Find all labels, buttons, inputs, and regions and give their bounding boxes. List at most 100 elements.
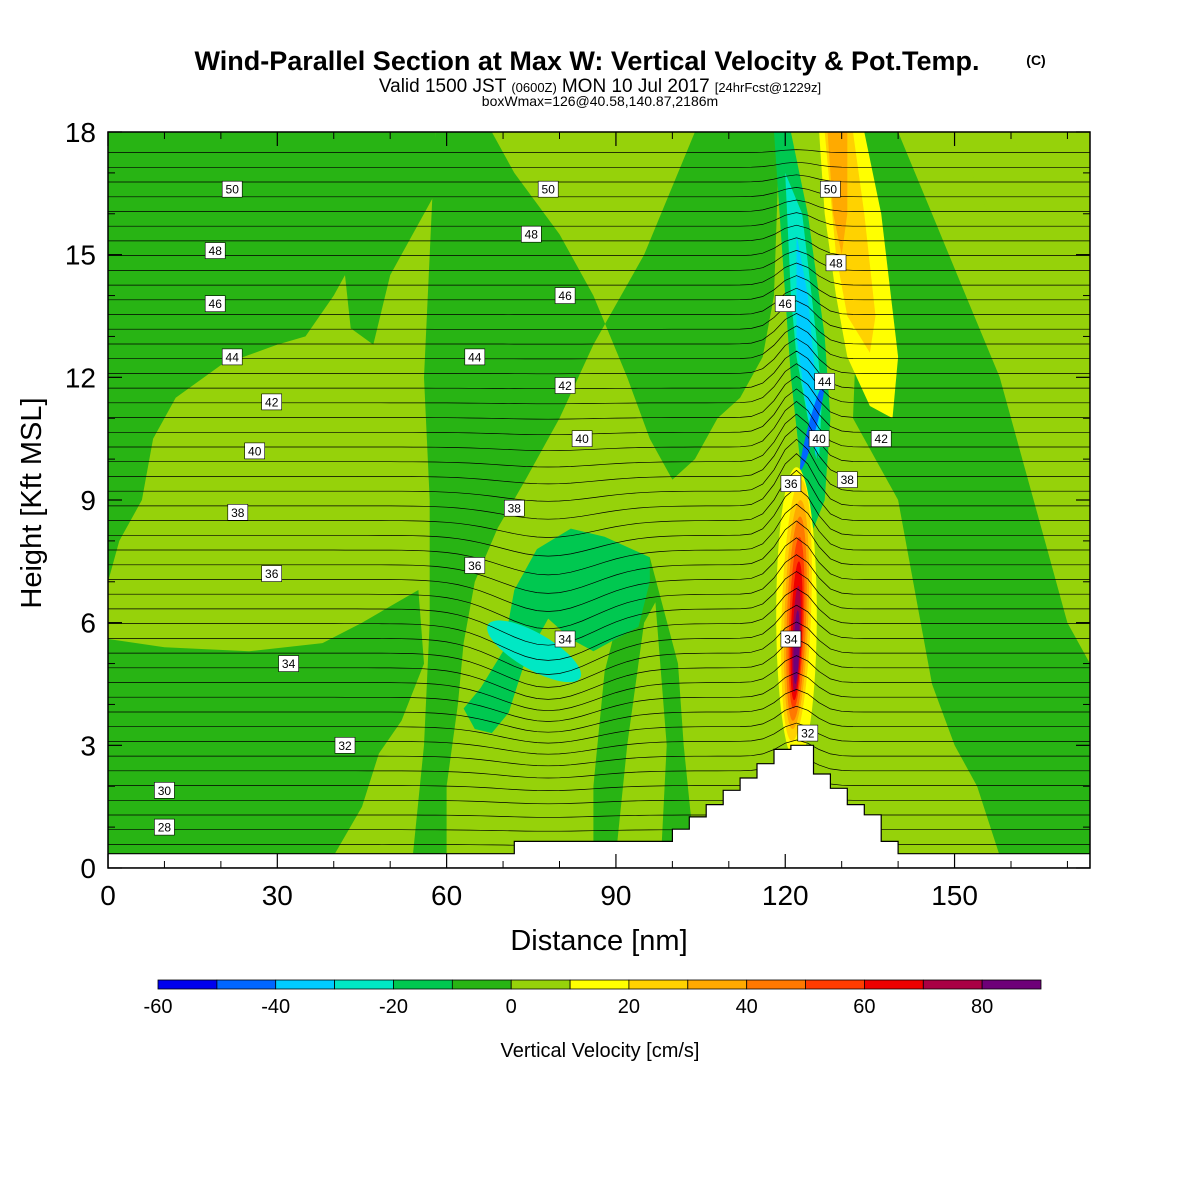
isentrope-label-text: 50 (542, 183, 556, 197)
isentrope-label-text: 34 (784, 633, 798, 647)
isentrope-line (108, 722, 1090, 755)
isentrope-line (108, 469, 1090, 538)
isentrope-label-box (221, 180, 243, 198)
isentrope-label-box (244, 442, 265, 460)
colorbar-swatch (157, 979, 218, 990)
isentrope-label-box (261, 565, 283, 582)
forecast-info: [24hrFcst@1229z] (715, 80, 821, 95)
isentrope-line (108, 621, 1090, 688)
isentrope-label-text: 36 (468, 559, 482, 573)
isentrope-line (108, 807, 1090, 818)
isentrope-line (108, 689, 1090, 733)
isentrope-label: 36 (464, 557, 486, 574)
isentrope-line (108, 672, 1090, 722)
x-tick-label: 90 (600, 880, 631, 911)
colorbar-swatch (510, 979, 571, 990)
isentrope-label-text: 46 (558, 289, 572, 303)
isentrope-label-box (204, 242, 226, 259)
terrain (108, 744, 1090, 868)
x-tick-label: 0 (100, 880, 116, 911)
isentrope-label-box (554, 377, 576, 394)
isentrope-line (108, 823, 1090, 832)
chart-subtitle: Valid 1500 JST (0600Z) MON 10 Jul 2017 [24h… (379, 76, 821, 97)
isentrope-label-text: 34 (558, 633, 572, 647)
isentrope-line (108, 604, 1090, 675)
isentrope-label: 50 (820, 180, 841, 198)
colorbar-swatch (922, 979, 983, 990)
isentrope-label-box (808, 430, 830, 448)
vv-weak-down-lower-left (108, 590, 424, 856)
y-tick-label: 3 (80, 730, 96, 761)
isentrope-line (108, 401, 1090, 452)
isentrope-label-text: 32 (801, 727, 815, 741)
colorbar-swatch (393, 979, 453, 990)
isentrope-label: 42 (261, 393, 283, 411)
isentrope-label-box (334, 736, 356, 754)
valid-date: MON 10 Jul 2017 (562, 76, 710, 97)
y-axis-title: Height [Kft MSL] (16, 397, 48, 608)
isentrope-line (108, 313, 1090, 345)
isentrope-label-text: 36 (784, 477, 798, 491)
isentrope-line (108, 262, 1090, 286)
isentrope-label-box (278, 655, 299, 672)
x-axis-title: Distance [nm] (510, 925, 687, 957)
isentrope-label-text: 36 (265, 567, 279, 581)
isentrope-label-box (464, 348, 486, 366)
isentrope-line (108, 300, 1090, 330)
contour-labels: 28 30 32 34 36 38 40 42 44 46 48 50 50 48 46 44 42 40 38 36… (154, 180, 892, 836)
isentrope-line (108, 571, 1090, 646)
isentrope-line (108, 287, 1090, 315)
isentrope-line (108, 199, 1090, 212)
isentrope-label-text: 42 (558, 379, 572, 393)
isentrope-label: 34 (278, 655, 299, 672)
isentrope-line (108, 638, 1090, 700)
isentrope-label-box (814, 373, 836, 390)
isentrope-label: 42 (554, 377, 576, 394)
isentrope-label-text: 32 (338, 739, 352, 753)
isentrope-line (108, 275, 1090, 301)
colorbar-swatch (805, 979, 865, 990)
isentrope-line (108, 587, 1090, 661)
isentrope-label-text: 38 (841, 473, 855, 487)
colorbar-tick-label: -20 (379, 996, 408, 1018)
isentrope-line (108, 554, 1090, 630)
isentrope-label-text: 46 (209, 297, 223, 311)
isentrope-label-box (870, 430, 892, 448)
isentrope-label: 48 (204, 242, 226, 259)
y-tick-label: 9 (80, 485, 96, 516)
x-tick-label: 150 (931, 880, 978, 911)
colorbar-tick-label: -40 (261, 996, 290, 1018)
isentrope-label-text: 44 (468, 350, 482, 364)
isentrope-line (108, 224, 1090, 242)
isentrope-label-box (503, 499, 525, 517)
isentrope-label-box (780, 630, 802, 648)
colorbar-swatch (628, 979, 689, 990)
isentrope-label-box (464, 557, 486, 574)
isentrope-label-text: 44 (818, 375, 832, 389)
vv-weak-up-upper-right (954, 132, 1090, 541)
isentrope-line (108, 756, 1090, 779)
colorbar-tick-label: 0 (506, 996, 517, 1018)
isentrope-label: 48 (520, 225, 542, 243)
valid-time: Valid 1500 JST (379, 76, 507, 97)
isentrope-label: 42 (870, 430, 892, 448)
isentrope-label: 36 (261, 565, 283, 582)
isentrope-label: 40 (571, 430, 593, 448)
isentrope-line (108, 453, 1090, 520)
isentrope-label: 38 (227, 503, 249, 521)
y-tick-label: 6 (80, 608, 96, 639)
colorbar-swatch (746, 979, 807, 990)
isentrope-line (108, 486, 1090, 557)
isentrope-line (108, 338, 1090, 375)
isentrope-line (108, 655, 1090, 712)
isentrope-line (108, 426, 1090, 485)
y-tick-label: 0 (80, 853, 96, 884)
isentrope-label-box (797, 724, 819, 742)
isentrope-label: 30 (154, 781, 175, 799)
isentrope-label-box (836, 471, 858, 488)
isentrope-label-text: 50 (824, 183, 838, 197)
isentrope-label-text: 34 (282, 657, 296, 671)
isentrope-line (108, 161, 1090, 168)
isentrope-line (108, 413, 1090, 468)
